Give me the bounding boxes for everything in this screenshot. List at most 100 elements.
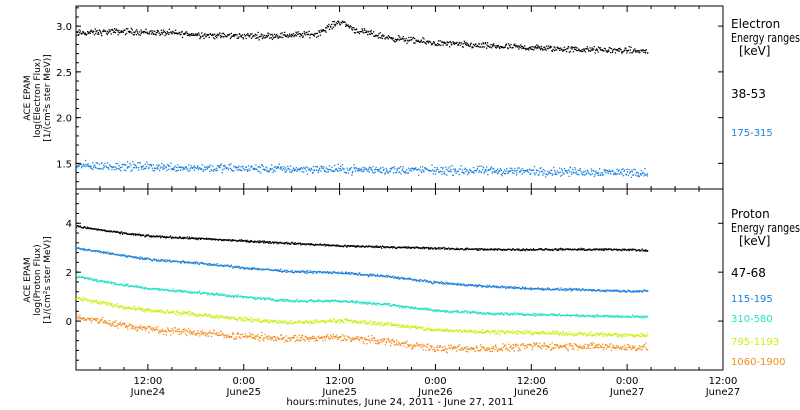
data-point [319, 271, 321, 273]
data-point [449, 311, 451, 313]
data-point [645, 174, 647, 176]
data-point [308, 300, 310, 302]
data-point [566, 313, 568, 316]
data-point [584, 48, 586, 50]
data-point [82, 163, 85, 165]
data-point [333, 318, 335, 320]
data-point [588, 249, 590, 251]
data-point [398, 276, 400, 278]
data-point [370, 31, 372, 33]
data-point [263, 297, 265, 299]
data-point [154, 288, 156, 290]
data-point [465, 43, 467, 45]
data-point [402, 277, 404, 279]
data-point [379, 171, 381, 173]
data-point [212, 263, 214, 266]
data-point [536, 169, 538, 171]
data-point [264, 320, 266, 322]
data-point [417, 308, 419, 310]
data-point [337, 319, 339, 321]
data-point [589, 50, 591, 52]
data-point [640, 315, 642, 317]
data-point [511, 167, 513, 170]
data-point [312, 320, 314, 323]
data-point [340, 272, 342, 274]
data-point [555, 248, 557, 250]
data-point [302, 168, 304, 170]
data-point [253, 168, 255, 171]
data-point [133, 233, 135, 235]
data-point [312, 272, 314, 275]
data-point [322, 29, 325, 31]
data-point [87, 249, 89, 252]
data-point [412, 307, 414, 309]
data-point [105, 281, 107, 283]
data-point [532, 314, 534, 316]
data-point [585, 314, 588, 316]
data-point [646, 175, 649, 177]
data-point [373, 31, 375, 33]
data-point [275, 35, 277, 37]
data-point [146, 309, 148, 311]
data-point [465, 247, 468, 249]
data-point [459, 284, 461, 286]
data-point [95, 30, 97, 32]
data-point [394, 304, 396, 307]
data-point [411, 278, 413, 280]
data-point [544, 46, 546, 48]
data-point [368, 245, 370, 247]
data-point [279, 36, 281, 38]
data-point [499, 47, 501, 50]
data-point [489, 249, 491, 251]
data-point [301, 322, 303, 324]
data-point [534, 45, 537, 47]
data-point [210, 263, 212, 265]
data-point [100, 302, 102, 304]
data-point [525, 249, 527, 251]
data-point [190, 33, 192, 36]
data-point [339, 301, 341, 303]
data-point [295, 298, 297, 301]
data-point [217, 34, 219, 37]
data-point [245, 268, 247, 270]
data-point [327, 171, 330, 173]
data-point [544, 170, 546, 172]
data-point [434, 311, 436, 313]
data-point [87, 164, 89, 166]
data-point [317, 170, 319, 172]
data-point [477, 285, 479, 288]
data-point [206, 292, 208, 294]
data-point [368, 171, 370, 173]
data-point [198, 313, 200, 315]
data-point [416, 40, 418, 42]
data-point [317, 299, 319, 301]
data-point [488, 313, 490, 315]
data-point [541, 288, 543, 290]
data-point [247, 32, 249, 35]
data-point [623, 170, 625, 172]
data-point [326, 168, 329, 170]
data-point [436, 281, 438, 283]
data-point [89, 32, 91, 34]
data-point [331, 245, 333, 247]
data-point [627, 289, 629, 291]
data-point [293, 322, 295, 324]
data-point [178, 289, 180, 291]
data-point [555, 171, 557, 173]
data-point [181, 36, 184, 39]
data-point [518, 287, 520, 289]
data-point [348, 27, 351, 29]
data-point [208, 238, 211, 241]
data-point [402, 278, 405, 280]
data-point [606, 50, 608, 52]
data-point [493, 313, 495, 316]
data-point [187, 291, 189, 293]
data-point [216, 263, 218, 265]
data-point [116, 254, 118, 256]
data-point [96, 162, 99, 164]
data-point [257, 269, 260, 271]
data-point [136, 257, 138, 259]
data-point [367, 169, 370, 171]
data-point [399, 38, 401, 40]
data-point [414, 306, 417, 309]
